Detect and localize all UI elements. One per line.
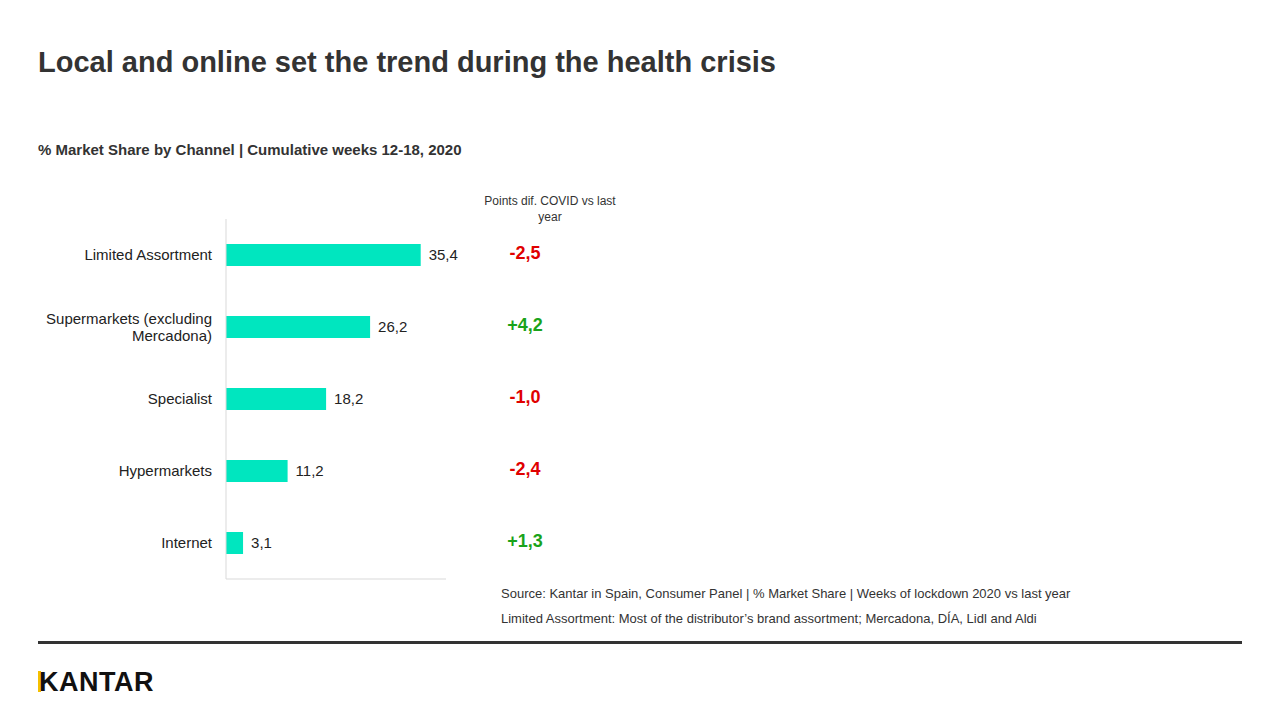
html-text:Local and online set the trend: Local and online set the trend during th… — [38, 46, 776, 78]
html-text:-2,4: -2,4 — [509, 459, 541, 479]
svg-text:Limited Assortment: Limited Assortment — [84, 246, 212, 263]
html-text:+4,2: +4,2 — [507, 315, 543, 335]
html-text:Points dif. COVID vs last year: Points dif. COVID vs last year — [484, 194, 616, 224]
html-text:KANTAR: KANTAR — [39, 667, 154, 697]
svg-text:3,1: 3,1 — [251, 534, 272, 551]
svg-text:11,2: 11,2 — [296, 462, 324, 479]
svg-text:35,4: 35,4 — [429, 246, 458, 263]
html-text:-2,5: -2,5 — [509, 243, 541, 263]
html-text:% Market Share by Channel | Cu: % Market Share by Channel | Cumulative w… — [38, 141, 462, 158]
html-text:+1,3: +1,3 — [507, 531, 543, 551]
svg-text:Supermarkets (excludingMercado: Supermarkets (excludingMercadona) — [46, 310, 212, 344]
svg-text:18,2: 18,2 — [334, 390, 363, 407]
html-text:Source: Kantar in Spain, Consu: Source: Kantar in Spain, Consumer Panel … — [501, 586, 1071, 601]
html-text:Limited Assortment: Most of th: Limited Assortment: Most of the distribu… — [501, 611, 1037, 626]
svg-text:Internet: Internet — [161, 534, 213, 551]
svg-text:26,2: 26,2 — [378, 318, 407, 335]
html-text:-1,0: -1,0 — [509, 387, 541, 407]
svg-text:Specialist: Specialist — [148, 390, 213, 407]
svg-text:Hypermarkets: Hypermarkets — [119, 462, 212, 479]
